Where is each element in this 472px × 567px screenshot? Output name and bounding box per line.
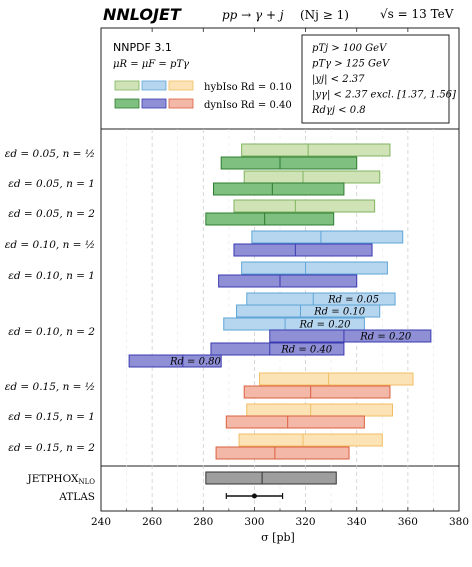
band-orange-hybiso <box>246 403 394 417</box>
band-blue-dyniso <box>210 342 345 356</box>
row-label: εd = 0.10, n = 2 <box>8 326 95 338</box>
band-green-dyniso <box>213 182 345 196</box>
legend-swatch-blue-light <box>141 80 167 91</box>
x-axis-title: σ [pb] <box>261 531 295 544</box>
x-tick-label: 260 <box>142 516 162 528</box>
legend-swatch-blue-dark <box>141 98 167 109</box>
band-orange-dyniso <box>215 446 350 460</box>
cut-line: pTj > 100 GeV <box>312 43 388 54</box>
band-label: Rd = 0.20 <box>299 320 352 331</box>
band-label: Rd = 0.05 <box>327 295 379 306</box>
band-green-dyniso <box>220 156 358 170</box>
jetphox-label: JETPHOXNLO <box>26 473 95 486</box>
legend-swatch-orange-dark <box>168 98 194 109</box>
band-blue-hybiso <box>241 261 388 275</box>
x-tick-label: 320 <box>296 516 316 528</box>
row-label: εd = 0.10, n = 1 <box>8 270 95 282</box>
legend-dyniso: dynIso Rd = 0.40 <box>204 100 292 111</box>
row-labels: εd = 0.05, n = ½ εd = 0.05, n = 1 εd = 0.0… <box>5 148 96 454</box>
legend-swatches <box>114 80 194 109</box>
header-njets: (Nj ≥ 1) <box>300 8 349 22</box>
band-blue-dyniso <box>128 354 222 368</box>
x-tick-label: 280 <box>193 516 213 528</box>
band-green-hybiso <box>241 143 391 157</box>
x-tick-label: 300 <box>244 516 264 528</box>
header-energy: √s = 13 TeV <box>380 7 454 21</box>
x-ticks: 240 260 280 300 320 340 360 380 <box>91 28 469 528</box>
jetphox-subscript: NLO <box>78 478 95 486</box>
cut-line: pTγ > 125 GeV <box>312 59 391 70</box>
band-orange-dyniso <box>225 415 365 429</box>
atlas-label: ATLAS <box>58 491 95 503</box>
band-label: Rd = 0.20 <box>359 332 412 343</box>
header-process: pp → γ + j <box>222 8 284 22</box>
band-green-hybiso <box>243 170 381 184</box>
cut-line: |yγ| < 2.37 excl. [1.37, 1.56] <box>312 90 456 101</box>
jetphox-band <box>205 471 337 485</box>
cuts-box <box>301 34 450 124</box>
row-label: εd = 0.05, n = 2 <box>8 208 95 220</box>
row-label: εd = 0.05, n = ½ <box>5 148 95 160</box>
legend-swatch-green-dark <box>114 98 140 109</box>
reference-rows: JETPHOXNLO ATLAS <box>26 471 337 503</box>
band-orange-hybiso <box>259 372 414 386</box>
row-label: εd = 0.05, n = 1 <box>8 178 95 190</box>
row-label: εd = 0.10, n = ½ <box>5 239 95 251</box>
band-label: Rd = 0.40 <box>280 345 333 356</box>
band-blue-dyniso <box>233 243 373 257</box>
legend-hybiso: hybIso Rd = 0.10 <box>204 82 292 93</box>
legend-swatch-orange-light <box>168 80 194 91</box>
band-blue-dyniso <box>269 329 432 343</box>
legend-swatch-green-light <box>114 80 140 91</box>
x-tick-label: 380 <box>449 516 469 528</box>
row-label: εd = 0.15, n = 2 <box>8 442 95 454</box>
x-tick-label: 360 <box>398 516 418 528</box>
cuts-list: pTj > 100 GeV pTγ > 125 GeV |yj| < 2.37 |yγ… <box>311 43 456 116</box>
band-blue-hybiso <box>251 230 404 244</box>
band-green-dyniso <box>205 212 335 226</box>
band-blue-hybiso <box>236 304 381 318</box>
band-orange-hybiso <box>238 433 383 447</box>
legend-pdf: NNPDF 3.1 <box>113 41 172 54</box>
cut-line: Rdγj < 0.8 <box>311 105 366 116</box>
row-label: εd = 0.15, n = 1 <box>8 411 95 423</box>
band-label: Rd = 0.80 <box>169 357 222 368</box>
row-label: εd = 0.15, n = ½ <box>5 381 95 393</box>
x-tick-label: 340 <box>347 516 367 528</box>
band-green-hybiso <box>233 199 376 213</box>
band-blue-dyniso <box>218 274 358 288</box>
x-tick-label: 240 <box>91 516 111 528</box>
cut-line: |yj| < 2.37 <box>312 74 365 85</box>
band-label: Rd = 0.10 <box>313 307 366 318</box>
legend-scales: μR = μF = pTγ <box>113 59 189 70</box>
band-orange-dyniso <box>243 385 391 399</box>
header-title: NNLOJET <box>103 5 181 24</box>
atlas-point <box>251 493 257 499</box>
